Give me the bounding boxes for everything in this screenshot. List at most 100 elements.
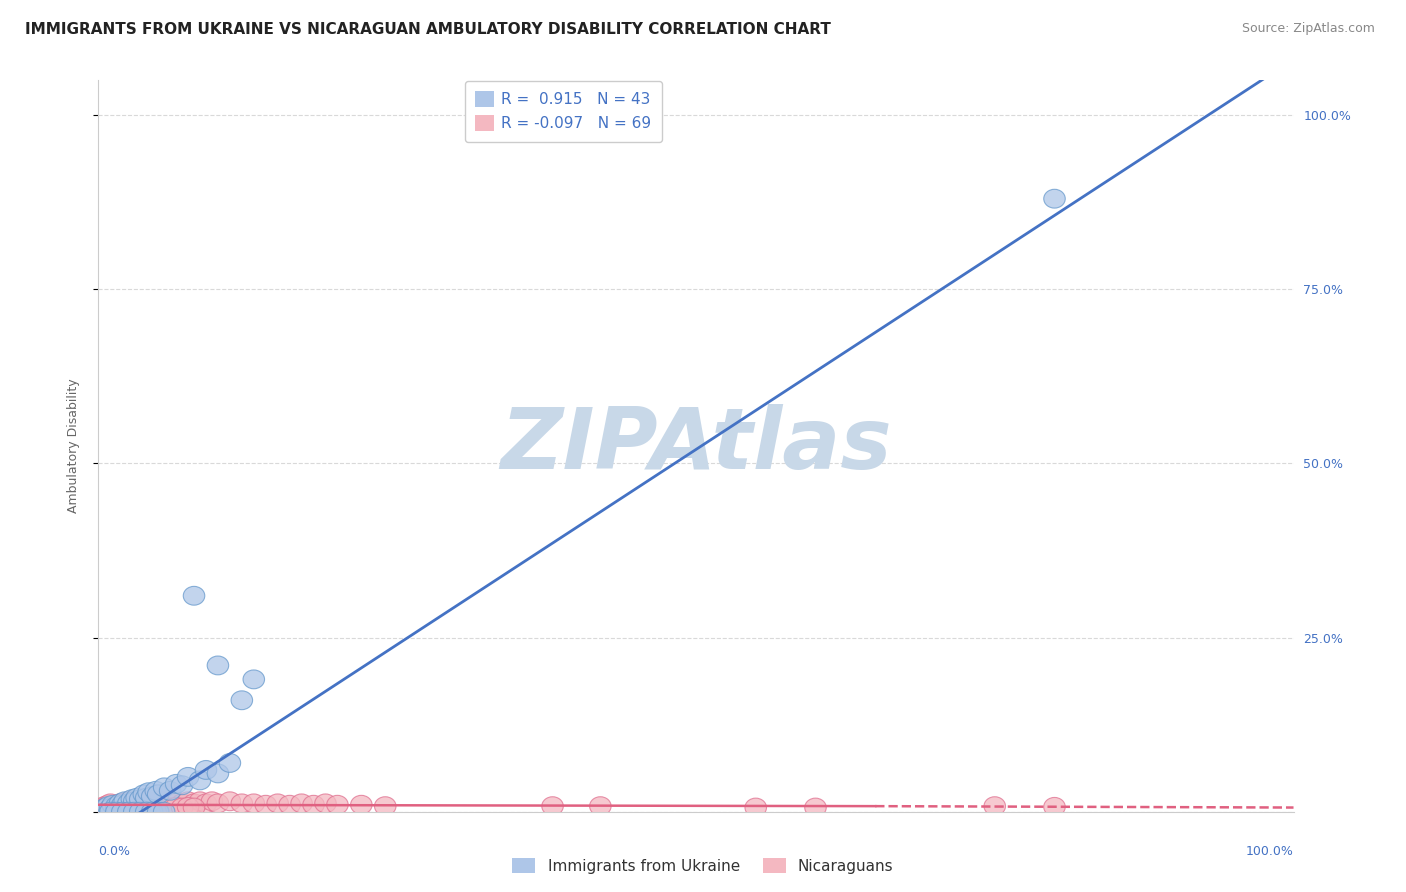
- Ellipse shape: [129, 798, 150, 817]
- Ellipse shape: [159, 781, 181, 800]
- Ellipse shape: [105, 797, 127, 816]
- Ellipse shape: [134, 792, 155, 811]
- Ellipse shape: [124, 802, 145, 822]
- Ellipse shape: [138, 783, 159, 802]
- Ellipse shape: [207, 656, 229, 675]
- Ellipse shape: [177, 797, 198, 816]
- Ellipse shape: [135, 789, 157, 807]
- Ellipse shape: [172, 794, 193, 813]
- Ellipse shape: [159, 798, 181, 817]
- Ellipse shape: [142, 787, 163, 805]
- Ellipse shape: [124, 792, 145, 811]
- Ellipse shape: [172, 798, 193, 817]
- Ellipse shape: [374, 797, 396, 815]
- Ellipse shape: [219, 754, 240, 772]
- Ellipse shape: [105, 796, 127, 814]
- Ellipse shape: [1043, 189, 1066, 208]
- Ellipse shape: [121, 797, 142, 816]
- Ellipse shape: [127, 789, 148, 807]
- Ellipse shape: [326, 796, 349, 814]
- Ellipse shape: [129, 794, 150, 813]
- Ellipse shape: [159, 794, 181, 813]
- Ellipse shape: [105, 797, 127, 815]
- Ellipse shape: [135, 794, 157, 813]
- Ellipse shape: [745, 798, 766, 817]
- Text: Source: ZipAtlas.com: Source: ZipAtlas.com: [1241, 22, 1375, 36]
- Ellipse shape: [118, 802, 139, 822]
- Ellipse shape: [111, 802, 134, 822]
- Ellipse shape: [145, 781, 166, 800]
- Ellipse shape: [127, 797, 148, 816]
- Text: 0.0%: 0.0%: [98, 845, 131, 857]
- Ellipse shape: [267, 794, 288, 813]
- Ellipse shape: [111, 796, 134, 814]
- Ellipse shape: [111, 798, 134, 817]
- Ellipse shape: [110, 798, 131, 817]
- Ellipse shape: [129, 802, 150, 822]
- Ellipse shape: [153, 778, 174, 797]
- Ellipse shape: [183, 798, 205, 817]
- Ellipse shape: [302, 796, 325, 814]
- Ellipse shape: [114, 794, 135, 813]
- Ellipse shape: [100, 799, 121, 818]
- Ellipse shape: [118, 799, 139, 818]
- Ellipse shape: [134, 785, 155, 804]
- Ellipse shape: [114, 797, 135, 816]
- Ellipse shape: [124, 794, 145, 813]
- Ellipse shape: [110, 794, 131, 813]
- Ellipse shape: [142, 798, 163, 817]
- Ellipse shape: [166, 792, 187, 811]
- Ellipse shape: [142, 802, 163, 822]
- Ellipse shape: [195, 794, 217, 813]
- Ellipse shape: [142, 794, 163, 813]
- Ellipse shape: [589, 797, 612, 815]
- Ellipse shape: [201, 792, 222, 811]
- Ellipse shape: [148, 802, 169, 822]
- Ellipse shape: [105, 802, 127, 822]
- Ellipse shape: [315, 794, 336, 813]
- Ellipse shape: [183, 794, 205, 813]
- Text: ZIPAtlas: ZIPAtlas: [501, 404, 891, 488]
- Ellipse shape: [94, 797, 115, 815]
- Ellipse shape: [103, 797, 124, 815]
- Ellipse shape: [254, 796, 277, 814]
- Ellipse shape: [97, 798, 118, 817]
- Ellipse shape: [190, 771, 211, 789]
- Ellipse shape: [148, 794, 169, 813]
- Text: 100.0%: 100.0%: [1246, 845, 1294, 857]
- Ellipse shape: [145, 792, 166, 811]
- Ellipse shape: [177, 792, 198, 811]
- Ellipse shape: [243, 670, 264, 689]
- Ellipse shape: [219, 792, 240, 811]
- Ellipse shape: [166, 774, 187, 793]
- Ellipse shape: [97, 797, 118, 815]
- Ellipse shape: [121, 796, 142, 814]
- Ellipse shape: [103, 799, 124, 818]
- Ellipse shape: [172, 776, 193, 795]
- Ellipse shape: [118, 794, 139, 813]
- Ellipse shape: [278, 796, 301, 814]
- Legend: R =  0.915   N = 43, R = -0.097   N = 69: R = 0.915 N = 43, R = -0.097 N = 69: [464, 80, 662, 142]
- Ellipse shape: [207, 794, 229, 813]
- Ellipse shape: [114, 792, 135, 811]
- Ellipse shape: [177, 767, 198, 786]
- Ellipse shape: [100, 794, 121, 813]
- Ellipse shape: [231, 691, 253, 710]
- Ellipse shape: [124, 798, 145, 817]
- Ellipse shape: [804, 798, 827, 817]
- Ellipse shape: [153, 802, 174, 822]
- Ellipse shape: [111, 796, 134, 814]
- Ellipse shape: [118, 792, 139, 811]
- Ellipse shape: [138, 792, 159, 811]
- Ellipse shape: [94, 799, 115, 818]
- Y-axis label: Ambulatory Disability: Ambulatory Disability: [67, 379, 80, 513]
- Ellipse shape: [231, 794, 253, 813]
- Ellipse shape: [195, 761, 217, 780]
- Ellipse shape: [135, 798, 157, 817]
- Legend: Immigrants from Ukraine, Nicaraguans: Immigrants from Ukraine, Nicaraguans: [506, 852, 900, 880]
- Ellipse shape: [110, 794, 131, 813]
- Ellipse shape: [145, 797, 166, 816]
- Ellipse shape: [1043, 797, 1066, 816]
- Ellipse shape: [100, 802, 121, 822]
- Ellipse shape: [243, 794, 264, 813]
